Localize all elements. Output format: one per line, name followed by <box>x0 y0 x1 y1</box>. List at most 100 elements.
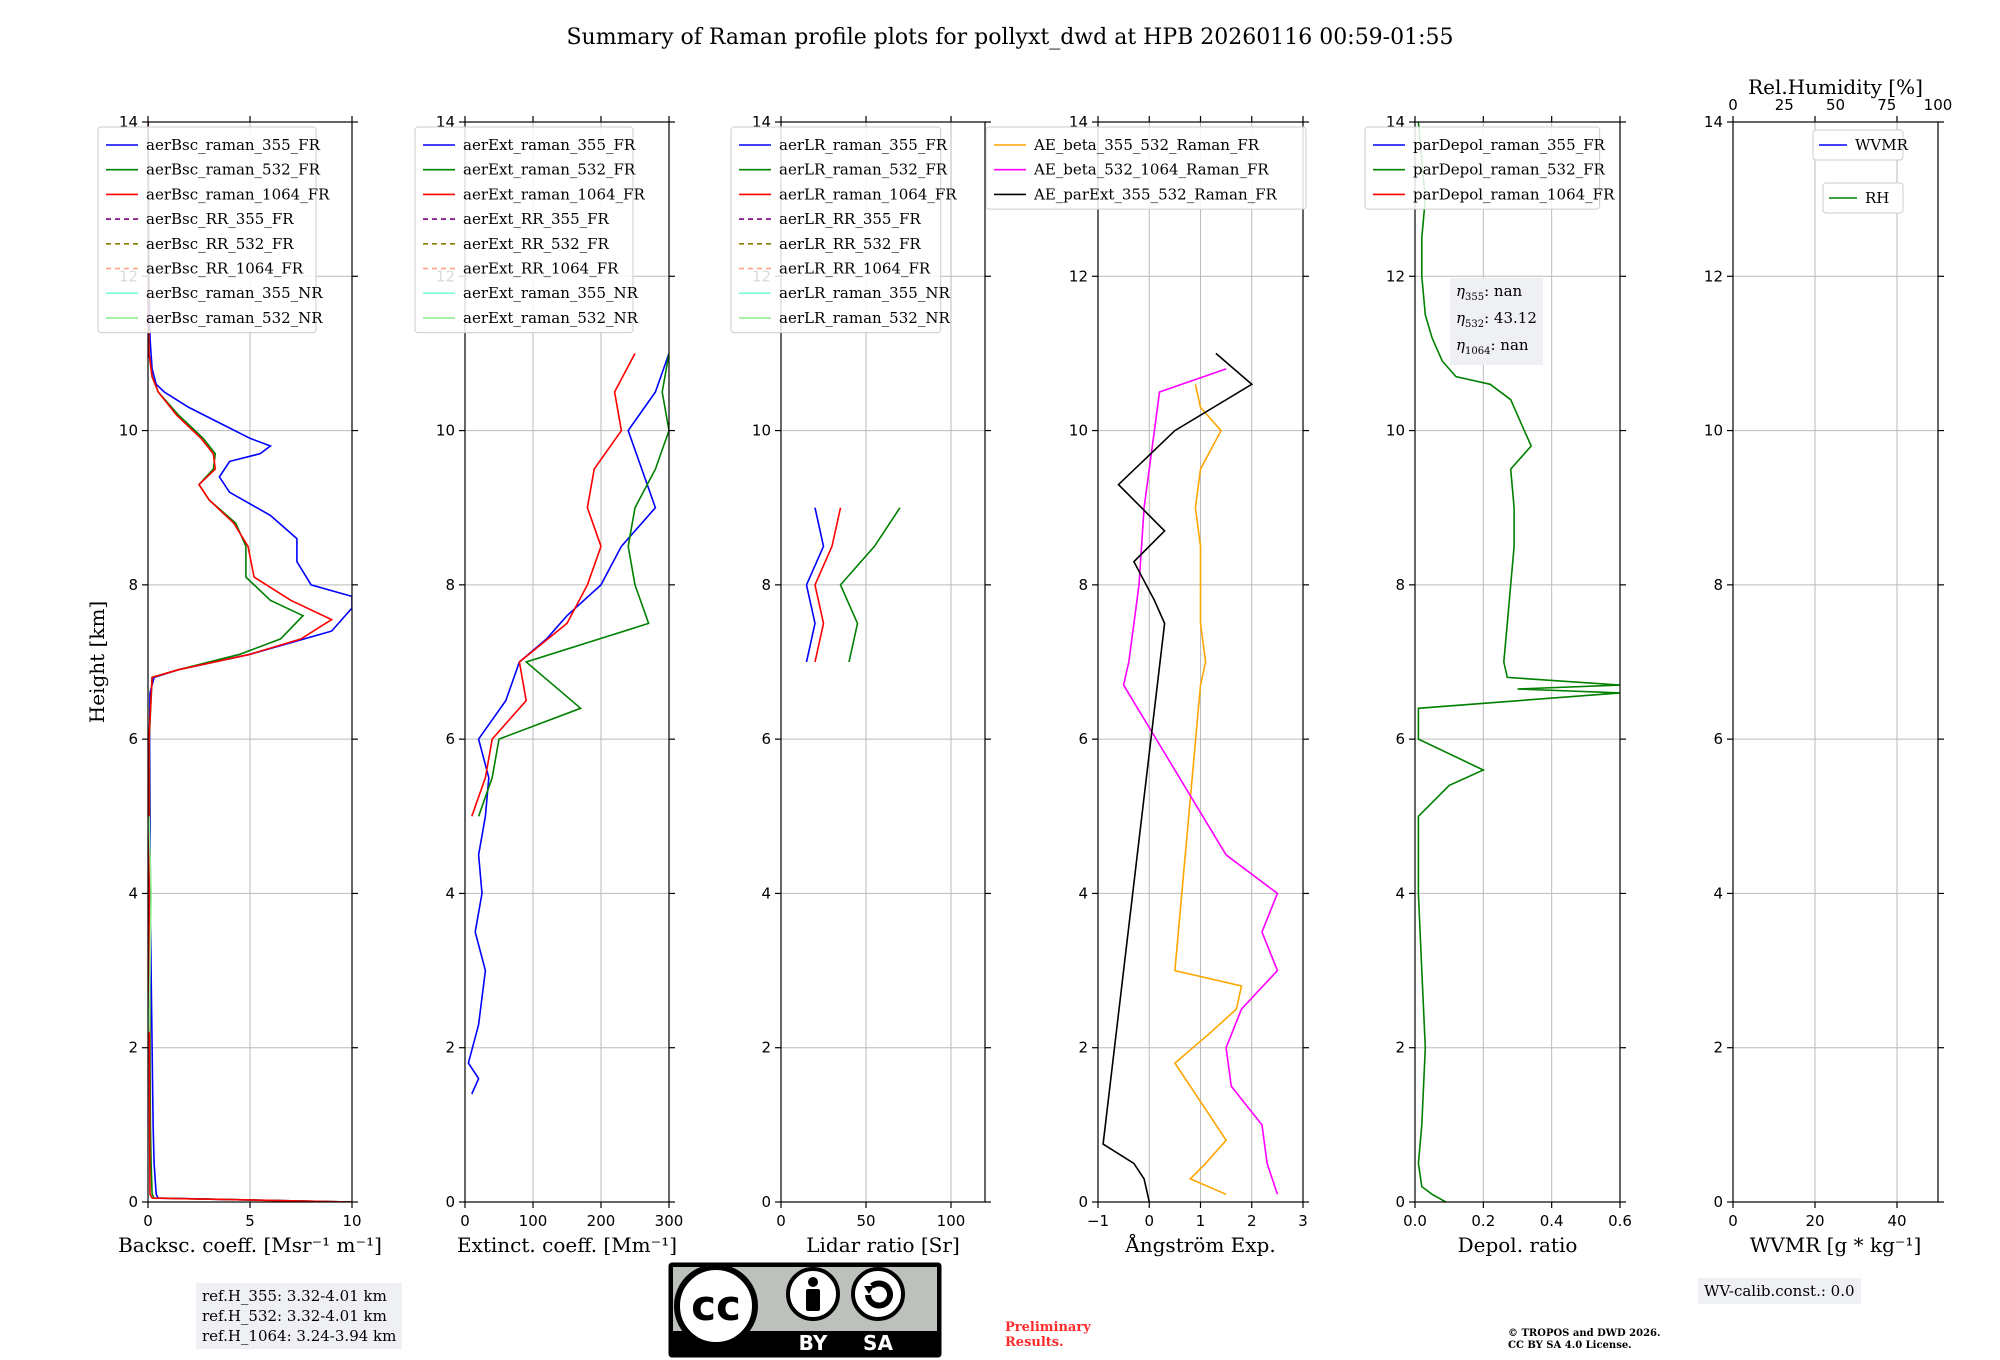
y-tick-label: 8 <box>445 576 455 594</box>
legend-label: aerBsc_raman_355_NR <box>146 284 323 302</box>
legend-label: aerExt_raman_532_NR <box>463 309 639 327</box>
legend-label: aerLR_raman_355_NR <box>779 284 950 302</box>
legend-label: aerExt_raman_1064_FR <box>463 185 645 203</box>
y-tick-label: 6 <box>1395 730 1405 748</box>
preliminary-results-note: Preliminary Results. <box>1005 1320 1091 1350</box>
eta-532: η532: 43.12 <box>1456 309 1537 330</box>
x-axis-label: Depol. ratio <box>1458 1233 1578 1257</box>
legend-label: aerExt_RR_355_FR <box>463 210 610 228</box>
x-tick-label: 5 <box>245 1212 255 1230</box>
y-tick-label: 4 <box>1078 884 1088 902</box>
eta-355: η355: nan <box>1456 282 1523 303</box>
legend-box <box>1364 126 1601 210</box>
eta-532-value: 43.12 <box>1493 309 1537 327</box>
eta-355-value: nan <box>1493 282 1523 300</box>
y-tick-label: 10 <box>752 422 771 440</box>
copyright-note: © TROPOS and DWD 2026. CC BY SA 4.0 Lice… <box>1508 1328 1660 1352</box>
series-aerBsc_raman_355_FR <box>148 122 352 1202</box>
wv-calib-text: WV-calib.const.: 0.0 <box>1704 1282 1855 1300</box>
y-tick-label: 2 <box>761 1039 771 1057</box>
top-x-tick-label: 50 <box>1826 96 1845 114</box>
x-tick-label: 0.6 <box>1608 1212 1632 1230</box>
legend-label: parDepol_raman_1064_FR <box>1413 185 1615 203</box>
eta-box: η355: nan η532: 43.12 η1064: nan <box>1450 278 1543 365</box>
x-tick-label: 0 <box>460 1212 470 1230</box>
x-tick-label: 100 <box>937 1212 966 1230</box>
legend-label: aerExt_raman_355_NR <box>463 284 639 302</box>
legend-label: aerBsc_RR_532_FR <box>146 235 294 253</box>
legend-label: aerBsc_raman_355_FR <box>146 136 321 154</box>
copyright-line-2: CC BY SA 4.0 License. <box>1508 1340 1632 1351</box>
legend-label: WVMR <box>1855 136 1909 154</box>
axes-frame <box>1732 121 1939 1203</box>
y-tick-label: 14 <box>1704 113 1723 131</box>
series-aerExt_raman_1064_FR <box>471 353 636 817</box>
top-x-tick-label: 75 <box>1877 96 1896 114</box>
y-tick-label: 8 <box>128 576 138 594</box>
y-tick-label: 10 <box>1704 422 1723 440</box>
legend-label: aerLR_raman_532_NR <box>779 309 950 327</box>
x-tick-label: 200 <box>587 1212 616 1230</box>
series-aerLR_raman_532_FR <box>839 507 901 663</box>
y-tick-label: 12 <box>1386 267 1405 285</box>
y-tick-label: 4 <box>128 884 138 902</box>
legend-label: aerLR_raman_532_FR <box>779 161 948 179</box>
ref-height-1064: ref.H_1064: 3.24-3.94 km <box>202 1327 397 1345</box>
legend-label: aerLR_raman_1064_FR <box>779 185 957 203</box>
wv-calib-box: WV-calib.const.: 0.0 <box>1698 1278 1861 1304</box>
legend-box <box>414 126 634 334</box>
legend-label: AE_beta_355_532_Raman_FR <box>1033 136 1260 154</box>
x-tick-label: 0 <box>1144 1212 1154 1230</box>
series-aerLR_raman_1064_FR <box>814 507 842 663</box>
ref-height-532: ref.H_532: 3.32-4.01 km <box>202 1307 387 1325</box>
legend-box <box>97 126 317 334</box>
y-tick-label: 0 <box>445 1193 455 1211</box>
legend-label: aerBsc_RR_1064_FR <box>146 260 304 278</box>
y-tick-label: 4 <box>1395 884 1405 902</box>
legend-box <box>1822 182 1904 214</box>
x-tick-label: 0 <box>776 1212 786 1230</box>
y-tick-label: 10 <box>119 422 138 440</box>
cc-logo-text: cc <box>691 1281 741 1330</box>
x-tick-label: 3 <box>1298 1212 1308 1230</box>
cc-sa-label: SA <box>863 1331 893 1355</box>
y-tick-label: 2 <box>445 1039 455 1057</box>
legend-label: parDepol_raman_355_FR <box>1413 136 1606 154</box>
panel-lr: 05010002468101214Lidar ratio [Sr]aerLR_r… <box>730 113 991 1257</box>
series-aerBsc_raman_1064_FR <box>148 122 352 1202</box>
y-tick-label: 2 <box>1713 1039 1723 1057</box>
series-AE_beta_532_1064_Raman_FR <box>1122 368 1279 1195</box>
x-axis-label: Lidar ratio [Sr] <box>806 1233 960 1257</box>
y-tick-label: 0 <box>1713 1193 1723 1211</box>
y-tick-label: 8 <box>761 576 771 594</box>
y-tick-label: 0 <box>1078 1193 1088 1211</box>
x-tick-label: 0.4 <box>1540 1212 1564 1230</box>
legend-label: aerLR_RR_1064_FR <box>779 260 931 278</box>
x-tick-label: 0.0 <box>1403 1212 1427 1230</box>
y-tick-label: 2 <box>1078 1039 1088 1057</box>
figure-title: Summary of Raman profile plots for polly… <box>566 25 1453 50</box>
series-aerExt_raman_532_FR <box>477 353 669 817</box>
top-x-tick-label: 0 <box>1728 96 1738 114</box>
y-tick-label: 12 <box>1704 267 1723 285</box>
axes-frame <box>464 121 670 1203</box>
y-tick-label: 10 <box>1069 422 1088 440</box>
y-tick-label: 6 <box>445 730 455 748</box>
x-tick-label: 20 <box>1805 1212 1824 1230</box>
y-tick-label: 8 <box>1395 576 1405 594</box>
copyright-line-1: © TROPOS and DWD 2026. <box>1508 1328 1661 1339</box>
y-tick-label: 0 <box>128 1193 138 1211</box>
cc-by-label: BY <box>799 1331 828 1355</box>
x-tick-label: 40 <box>1887 1212 1906 1230</box>
legend-label: aerExt_raman_532_FR <box>463 161 636 179</box>
y-tick-label: 6 <box>1078 730 1088 748</box>
y-tick-label: 0 <box>761 1193 771 1211</box>
reference-height-box: ref.H_355: 3.32-4.01 km ref.H_532: 3.32-… <box>196 1283 403 1349</box>
y-tick-label: 12 <box>1069 267 1088 285</box>
x-axis-label: Backsc. coeff. [Msr⁻¹ m⁻¹] <box>118 1233 382 1257</box>
x-tick-label: 10 <box>342 1212 361 1230</box>
legend-label: parDepol_raman_532_FR <box>1413 161 1606 179</box>
x-tick-label: 2 <box>1247 1212 1257 1230</box>
series-aerLR_raman_355_FR <box>805 507 825 663</box>
